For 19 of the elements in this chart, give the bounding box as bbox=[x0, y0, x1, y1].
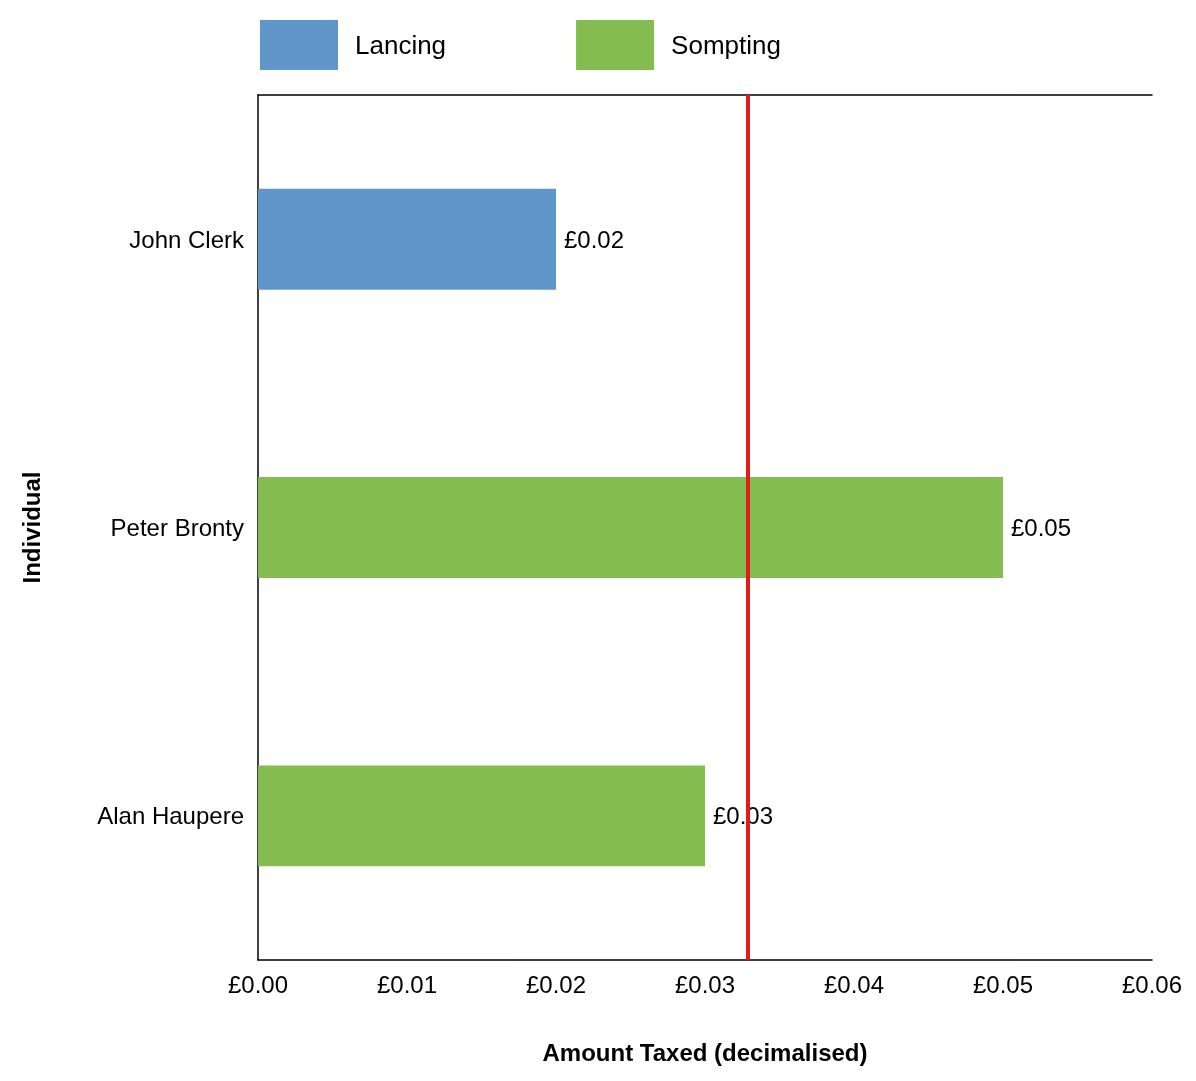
data-label: £0.02 bbox=[564, 225, 625, 253]
bar bbox=[258, 765, 705, 867]
bar bbox=[258, 477, 1003, 578]
x-tick-label: £0.06 bbox=[1121, 970, 1183, 998]
y-tick-label: Peter Bronty bbox=[110, 514, 244, 541]
x-tick-label: £0.02 bbox=[525, 970, 587, 998]
legend-label: Sompting bbox=[671, 30, 781, 60]
y-axis-title: Individual bbox=[17, 471, 45, 584]
y-tick-label: Alan Haupere bbox=[97, 802, 244, 830]
y-tick-label: John Clerk bbox=[129, 225, 245, 253]
x-tick-label: £0.01 bbox=[376, 970, 438, 998]
x-tick-label: £0.05 bbox=[972, 970, 1034, 998]
x-axis-title: Amount Taxed (decimalised) bbox=[542, 1038, 868, 1066]
x-tick-label: £0.04 bbox=[823, 970, 885, 998]
legend-label: Lancing bbox=[355, 30, 447, 60]
bar bbox=[258, 188, 556, 290]
data-label: £0.05 bbox=[1011, 514, 1072, 541]
x-tick-label: £0.00 bbox=[227, 970, 289, 998]
x-tick-label: £0.03 bbox=[674, 970, 736, 998]
